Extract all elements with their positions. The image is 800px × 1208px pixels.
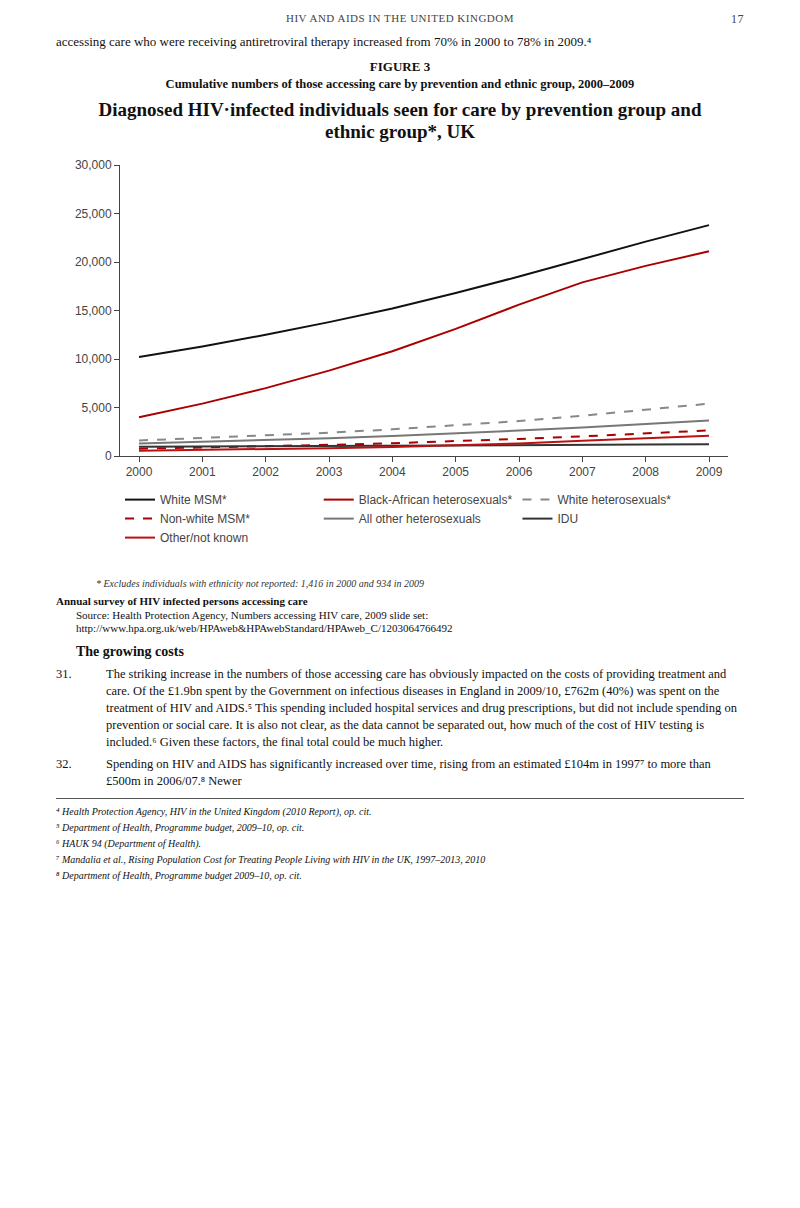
html-text:Source: Health Protection Agen: Source: Health Protection Agency, Number… — [76, 609, 429, 622]
svg-text:10,000: 10,000 — [75, 352, 112, 366]
svg-text:2000: 2000 — [126, 466, 153, 480]
svg-text:5,000: 5,000 — [82, 401, 112, 415]
html-text:The striking increase in the n: The striking increase in the numbers of … — [106, 667, 737, 749]
html-text:FIGURE 3: FIGURE 3 — [369, 58, 431, 74]
svg-text:2001: 2001 — [189, 466, 216, 480]
svg-text:30,000: 30,000 — [75, 158, 112, 172]
svg-text:2004: 2004 — [379, 466, 406, 480]
html-text:⁵ Department of Health, Progra: ⁵ Department of Health, Programme budget… — [56, 822, 305, 834]
svg-text:White MSM*: White MSM* — [160, 493, 227, 507]
html-text:The growing costs: The growing costs — [76, 644, 184, 660]
html-text:⁷ Mandalia et al., Rising Popu: ⁷ Mandalia et al., Rising Population Cos… — [56, 854, 486, 866]
html-text:31.: 31. — [56, 667, 72, 682]
svg-text:0: 0 — [105, 449, 112, 463]
svg-text:All other heterosexuals: All other heterosexuals — [359, 512, 481, 526]
html-text:Diagnosed HIV·infected individ: Diagnosed HIV·infected individuals seen … — [98, 98, 702, 143]
html-text:HIV AND AIDS IN THE UNITED KIN: HIV AND AIDS IN THE UNITED KINGDOM — [286, 12, 514, 24]
svg-text:Non-white MSM*: Non-white MSM* — [160, 512, 250, 526]
svg-text:2002: 2002 — [252, 466, 279, 480]
svg-text:Other/not known: Other/not known — [160, 531, 248, 545]
html-text:http://www.hpa.org.uk/web/HPAw: http://www.hpa.org.uk/web/HPAweb&HPAwebS… — [76, 622, 453, 635]
html-text:accessing care who were receiv: accessing care who were receiving antire… — [56, 34, 592, 49]
html-text:Spending on HIV and AIDS has s: Spending on HIV and AIDS has significant… — [106, 757, 711, 789]
svg-text:15,000: 15,000 — [75, 304, 112, 318]
svg-text:IDU: IDU — [557, 512, 578, 526]
html-text:Cumulative numbers of those ac: Cumulative numbers of those accessing ca… — [165, 76, 635, 91]
svg-text:2003: 2003 — [316, 466, 343, 480]
svg-text:20,000: 20,000 — [75, 255, 112, 269]
svg-text:2007: 2007 — [569, 466, 596, 480]
html-text:Annual survey of HIV infected: Annual survey of HIV infected persons ac… — [56, 595, 308, 608]
svg-text:2009: 2009 — [696, 466, 723, 480]
html-text:⁸ Department of Health, Progra: ⁸ Department of Health, Programme budget… — [56, 870, 302, 882]
html-text:* Excludes individuals with et: * Excludes individuals with ethnicity no… — [96, 578, 424, 590]
html-text:32.: 32. — [56, 757, 72, 772]
html-text:⁴ Health Protection Agency, HI: ⁴ Health Protection Agency, HIV in the U… — [56, 806, 372, 818]
svg-text:2006: 2006 — [506, 466, 533, 480]
svg-text:2008: 2008 — [632, 466, 659, 480]
svg-text:25,000: 25,000 — [75, 207, 112, 221]
svg-text:Black-African heterosexuals*: Black-African heterosexuals* — [359, 493, 513, 507]
html-text:⁶ HAUK 94 (Department of Healt: ⁶ HAUK 94 (Department of Health). — [56, 838, 202, 850]
html-text:17: 17 — [731, 12, 744, 26]
svg-text:White heterosexuals*: White heterosexuals* — [557, 493, 671, 507]
svg-text:2005: 2005 — [442, 466, 469, 480]
